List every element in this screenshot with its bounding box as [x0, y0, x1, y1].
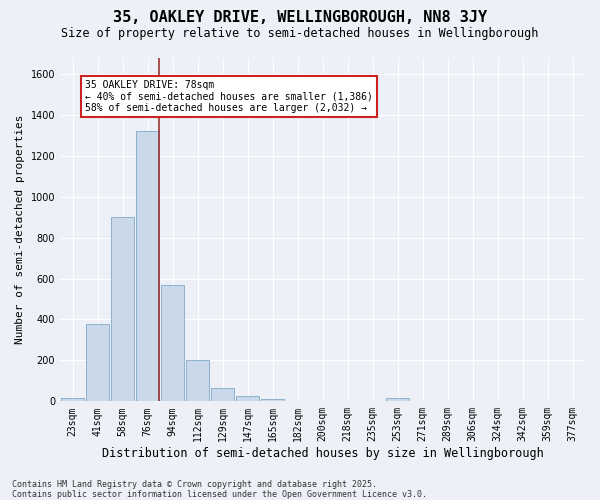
- Bar: [111, 217, 134, 402]
- Y-axis label: Number of semi-detached properties: Number of semi-detached properties: [15, 114, 25, 344]
- Text: Contains HM Land Registry data © Crown copyright and database right 2025.
Contai: Contains HM Land Registry data © Crown c…: [12, 480, 427, 499]
- Text: 35, OAKLEY DRIVE, WELLINGBOROUGH, NN8 3JY: 35, OAKLEY DRIVE, WELLINGBOROUGH, NN8 3J…: [113, 10, 487, 25]
- Text: 35 OAKLEY DRIVE: 78sqm
← 40% of semi-detached houses are smaller (1,386)
58% of : 35 OAKLEY DRIVE: 78sqm ← 40% of semi-det…: [85, 80, 373, 113]
- Bar: [86, 324, 109, 402]
- Bar: [61, 398, 84, 402]
- Bar: [386, 398, 409, 402]
- Text: Size of property relative to semi-detached houses in Wellingborough: Size of property relative to semi-detach…: [61, 28, 539, 40]
- Bar: [236, 396, 259, 402]
- Bar: [161, 284, 184, 402]
- Bar: [261, 399, 284, 402]
- Bar: [186, 360, 209, 402]
- Bar: [136, 131, 159, 402]
- X-axis label: Distribution of semi-detached houses by size in Wellingborough: Distribution of semi-detached houses by …: [101, 447, 544, 460]
- Bar: [211, 388, 234, 402]
